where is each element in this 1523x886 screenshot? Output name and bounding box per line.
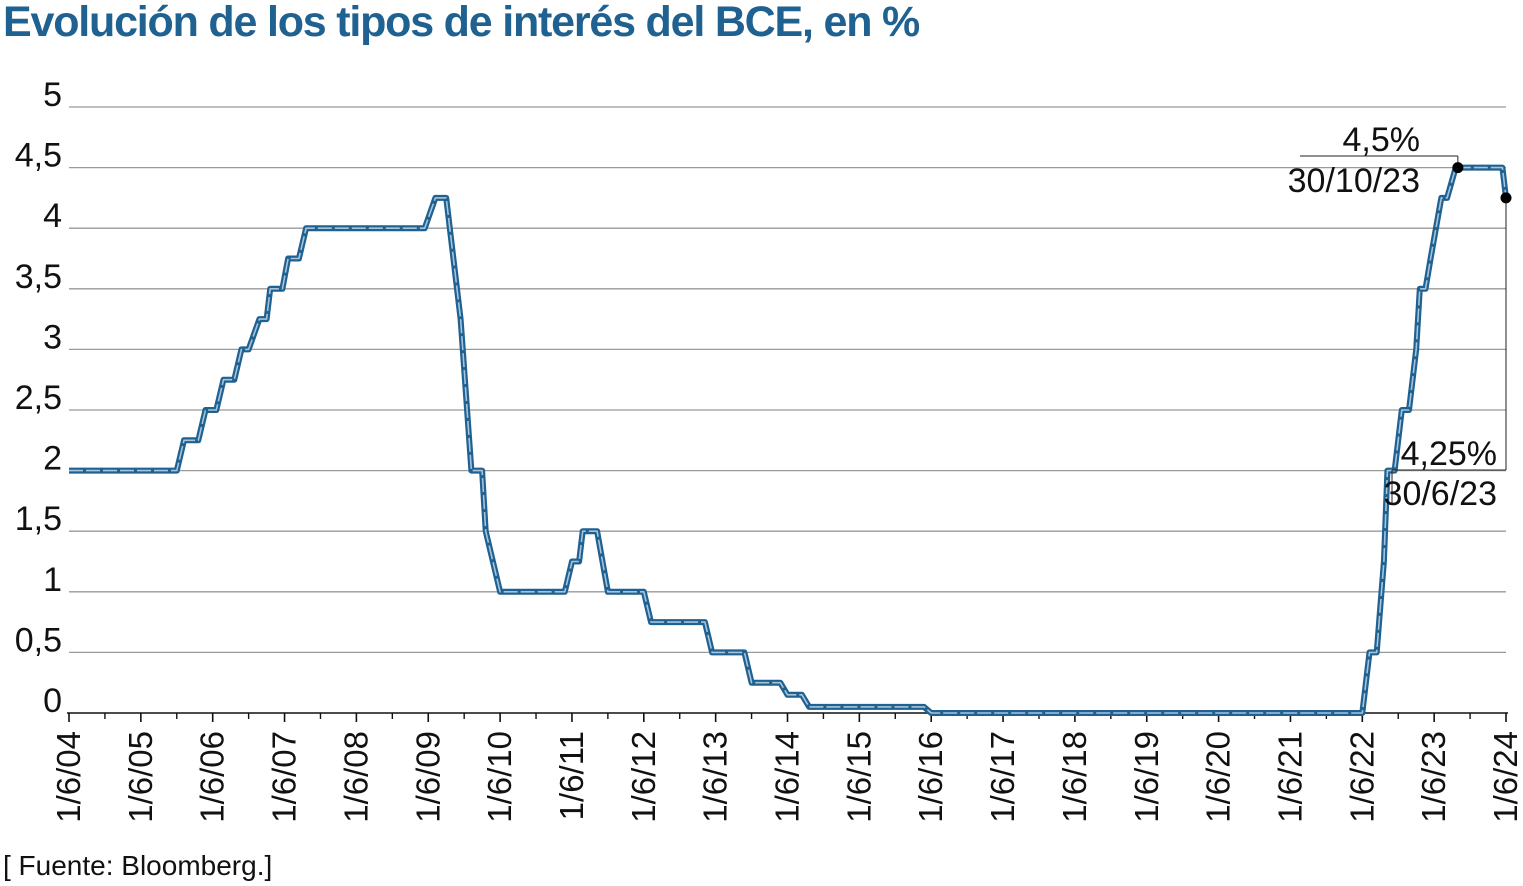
- x-tick-label: 1/6/07: [266, 731, 303, 823]
- x-tick-label: 1/6/24: [1487, 731, 1523, 823]
- x-tick-label: 1/6/21: [1271, 731, 1308, 823]
- y-tick-label: 2,5: [15, 379, 62, 417]
- x-tick-label: 1/6/09: [409, 731, 446, 823]
- y-tick-label: 2: [43, 440, 62, 478]
- x-axis: 1/6/04 1/6/05 1/6/06 1/6/07 1/6/08 1/6/09 1/6/…: [50, 712, 1523, 823]
- x-tick-label: 1/6/10: [481, 731, 518, 823]
- x-tick-label: 1/6/13: [697, 731, 734, 823]
- y-tick-label: 4,5: [15, 137, 62, 175]
- x-tick-label: 1/6/06: [194, 731, 231, 823]
- x-tick-label: 1/6/05: [122, 731, 159, 823]
- y-tick-label: 0,5: [15, 621, 62, 659]
- y-tick-label: 3,5: [15, 258, 62, 296]
- x-tick-label: 1/6/12: [625, 731, 662, 823]
- y-tick-label: 4: [43, 197, 62, 235]
- series-line-inner: [69, 166, 1507, 714]
- source-note: [ Fuente: Bloomberg.]: [3, 850, 273, 881]
- x-tick-label: 1/6/18: [1056, 731, 1093, 823]
- x-tick-label: 1/6/11: [553, 731, 590, 820]
- x-tick-label: 1/6/23: [1415, 731, 1452, 823]
- x-tick-label: 1/6/19: [1128, 731, 1165, 823]
- x-tick-label: 1/6/22: [1343, 731, 1380, 823]
- y-tick-label: 1: [43, 561, 62, 599]
- annotation-2-value: 4,25%: [1401, 435, 1497, 473]
- y-tick-label: 0: [43, 682, 62, 720]
- x-tick-label: 1/6/08: [337, 731, 374, 823]
- annotation-2-date: 30/6/23: [1384, 475, 1497, 513]
- annotation-2-point: [1500, 192, 1512, 204]
- annotations-layer: 4,5%30/10/23 4,25%30/6/23: [1288, 121, 1512, 513]
- x-tick-label: 1/6/20: [1200, 731, 1237, 823]
- series-line-outer: [69, 164, 1509, 716]
- y-tick-label: 3: [43, 318, 62, 356]
- series-layer: [69, 164, 1509, 716]
- x-tick-label: 1/6/17: [984, 731, 1021, 823]
- annotation-1-date: 30/10/23: [1288, 162, 1420, 200]
- annotation-1-value: 4,5%: [1343, 121, 1421, 159]
- annotation-1-point: [1452, 162, 1464, 174]
- y-tick-label: 5: [43, 76, 62, 114]
- y-tick-label: 1,5: [15, 500, 62, 538]
- chart-title: Evolución de los tipos de interés del BC…: [3, 0, 920, 46]
- x-tick-label: 1/6/04: [50, 731, 87, 823]
- x-tick-label: 1/6/15: [840, 731, 877, 823]
- y-axis: 0 0,5 1 1,5 2 2,5 3 3,5 4 4,5 5: [15, 76, 62, 720]
- x-tick-label: 1/6/14: [769, 731, 806, 823]
- x-tick-label: 1/6/16: [912, 731, 949, 823]
